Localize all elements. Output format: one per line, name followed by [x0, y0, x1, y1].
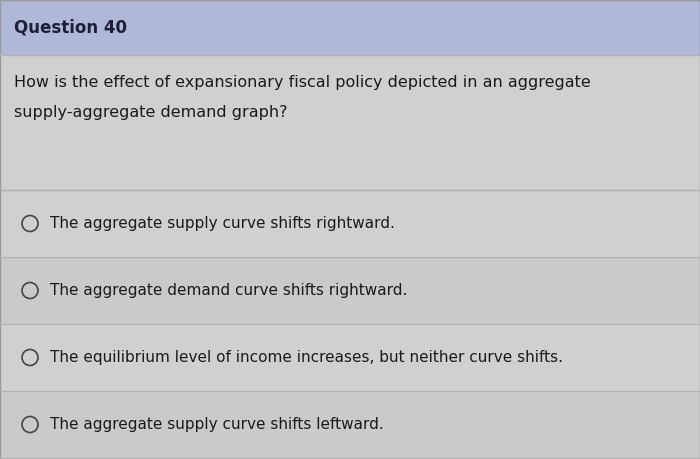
Bar [0, 190, 700, 257]
Text: The aggregate supply curve shifts rightward.: The aggregate supply curve shifts rightw… [50, 216, 395, 231]
Text: supply-aggregate demand graph?: supply-aggregate demand graph? [14, 106, 288, 121]
Text: The aggregate demand curve shifts rightward.: The aggregate demand curve shifts rightw… [50, 283, 407, 298]
Bar [0, 391, 700, 458]
Text: How is the effect of expansionary fiscal policy depicted in an aggregate: How is the effect of expansionary fiscal… [14, 75, 591, 90]
Bar [0, 0, 700, 55]
Text: Question 40: Question 40 [14, 18, 127, 37]
Text: The equilibrium level of income increases, but neither curve shifts.: The equilibrium level of income increase… [50, 350, 563, 365]
Text: The aggregate supply curve shifts leftward.: The aggregate supply curve shifts leftwa… [50, 417, 384, 432]
Bar [0, 55, 700, 190]
Bar [0, 257, 700, 324]
Bar [0, 324, 700, 391]
